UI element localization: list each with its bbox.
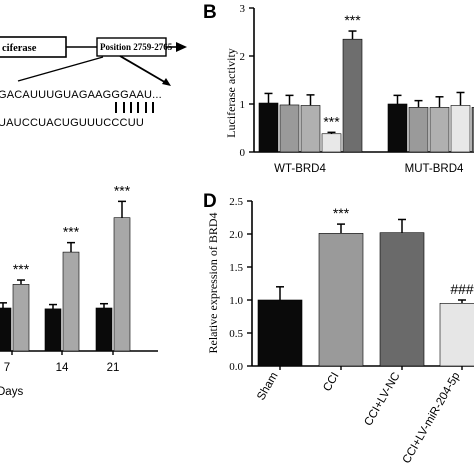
panel-d-bar-4 (439, 302, 474, 367)
panel-b-bar-mut-1 (387, 103, 408, 153)
panel-c: 7 14 21 *** *** *** Days (0, 182, 158, 398)
panel-b-bar-wt-4 (321, 133, 342, 153)
panel-c-xtick-label: 14 (56, 362, 69, 374)
panel-d-ytick-label: 2.5 (229, 196, 243, 208)
panel-c-bar-day14-1 (44, 308, 62, 352)
panel-b-letter: B (203, 2, 217, 23)
panel-b-bar-mut-4 (450, 105, 471, 153)
panel-d-significance-label: ### (450, 281, 474, 297)
panel-d-xtick-label: CCI (321, 371, 341, 394)
position-box-label: Position 2759-2765 (100, 42, 173, 52)
panel-c-significance-label: *** (13, 261, 30, 277)
panel-d-ylabel-text: Relative expression of BRD4 (206, 213, 220, 354)
panel-b-group-label-wt: WT-BRD4 (274, 163, 326, 175)
luciferase-box-label: ciferase (2, 43, 37, 54)
panel-b-ylabel: Luciferase activity (224, 48, 238, 138)
panel-c-bar-day21-1 (95, 307, 113, 352)
panel-c-bar-day7-2 (12, 284, 30, 352)
panel-d-significance-label: *** (333, 205, 350, 221)
zoom-arrowhead-icon (162, 78, 171, 86)
panel-c-bar-day21-2 (113, 217, 131, 352)
mirna-sequence: UAUCCUACUGUUUCCCUU (0, 117, 144, 129)
panel-b-ytick-label: 0 (240, 147, 246, 159)
panel-b-bar-mut-3 (429, 107, 450, 153)
panel-c-significance-label: *** (114, 182, 131, 198)
panel-d-xtick-label: CCI+LV-NC (362, 371, 402, 429)
panel-d-ytick-label: 1.0 (229, 295, 243, 307)
mrna-sequence: GACAUUUGUAGAAGGGAAU... (0, 89, 162, 101)
panel-b-significance-label: *** (344, 12, 361, 28)
panel-d-bar-3 (379, 232, 425, 367)
panel-c-bar-day14-2 (62, 251, 80, 352)
panel-c-bar-day7-1 (0, 307, 12, 352)
panel-d-bar-1 (257, 299, 303, 367)
panel-d-ytick-label: 0.0 (229, 361, 243, 373)
panel-d-ytick-label: 1.5 (229, 262, 243, 274)
panel-b-group-label-mut: MUT-BRD4 (405, 163, 464, 175)
base-pairing-marks (115, 102, 154, 113)
panel-d-xtick-label: Sham (255, 371, 280, 403)
panel-b-bar-mut-2 (408, 107, 429, 153)
panel-c-xtick-label: 7 (4, 362, 10, 374)
panel-d-bar-2 (318, 233, 364, 367)
panel-c-xtick-label: 21 (107, 362, 120, 374)
panel-b-bar-mut-5 (471, 107, 474, 153)
panel-b-bar-wt-1 (258, 102, 279, 153)
panel-c-xlabel: Days (0, 386, 23, 398)
panel-b-bar-wt-3 (300, 105, 321, 153)
panel-d-ytick-label: 2.0 (229, 229, 243, 241)
panel-b-ytick-label: 1 (240, 99, 246, 111)
zoom-line-left (17, 56, 104, 82)
panel-a: ciferase Position 2759-2765 GACAUUUGUAGA… (0, 36, 187, 129)
panel-d-ylabel: Relative expression of BRD4 (206, 213, 220, 354)
panel-b: B Luciferase activity 0 1 2 3 *** *** WT-BRD… (203, 2, 474, 175)
panel-d-letter: D (203, 191, 217, 212)
panel-c-significance-label: *** (63, 224, 80, 240)
panel-b-bar-wt-2 (279, 104, 300, 153)
zoom-line-right (119, 55, 169, 85)
panel-d: D Relative expression of BRD4 0.0 0.5 1.0 1… (203, 191, 474, 466)
panel-b-bar-wt-5 (342, 38, 363, 153)
panel-b-ytick-label: 3 (240, 3, 246, 15)
panel-d-xtick-label: CCI+LV-miR-204-5p (401, 371, 463, 466)
construct-arrowhead-icon (176, 42, 187, 52)
panel-b-ytick-label: 2 (240, 51, 246, 63)
panel-d-ytick-label: 0.5 (229, 328, 243, 340)
panel-b-significance-label: *** (323, 113, 340, 129)
